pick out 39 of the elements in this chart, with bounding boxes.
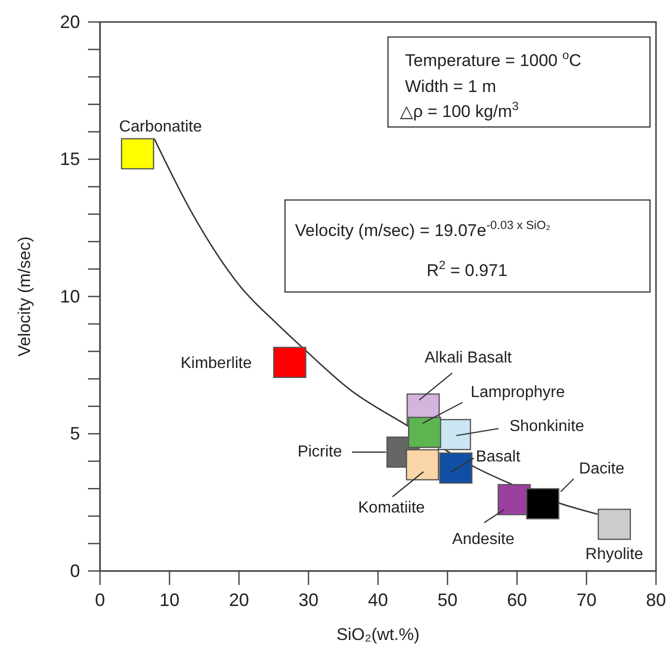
series-label: Alkali Basalt [424,350,512,367]
x-tick-label: 0 [94,590,106,610]
series-label: Kimberlite [180,354,252,372]
annotation: △ρ = 100 kg/m$^{3}$ [400,99,520,121]
point [120,138,154,170]
annotation: Temperature = 1000 $^{o}$C [405,48,582,70]
point [439,452,472,484]
y-tick-label: 0 [70,560,80,581]
point [598,508,631,540]
point [408,416,442,448]
annotation: R$^{2}$ = 0.971 [426,258,508,280]
x-tick-label: 20 [228,590,250,610]
y-tick-label: 20 [60,12,80,32]
annotation: Velocity (m/sec) = 19.07e$^{-0.03 x SiO₂}$ [295,218,551,240]
point [273,346,306,378]
series-label: Basalt [476,448,521,466]
y-axis-title: Velocity (m/sec) [15,236,34,356]
y-tick-label: 15 [60,149,80,170]
point [526,488,560,520]
y-tick-label: 5 [70,424,80,444]
series-label: Dacite [579,460,624,478]
annotation: Width = 1 m [405,77,496,96]
series-label: Carbonatite [119,118,202,136]
x-tick-label: 30 [298,590,319,610]
text: Picrite [298,444,342,461]
text: Shonkinite [509,418,584,436]
series-label: Andesite [452,531,514,548]
series-label: Komatiite [358,499,425,516]
x-tick-label: 60 [506,590,528,610]
x-axis-title: SiO₂(wt.%) [336,625,420,644]
series-label: Rhyolite [585,546,644,563]
text: Lamprophyre [470,384,565,401]
x-tick-label: 40 [368,590,388,610]
x-tick-label: 10 [159,590,180,610]
x-tick-label: 80 [646,590,666,610]
y-tick-label: 10 [60,286,80,306]
x-tick-label: 70 [576,590,597,610]
x-tick-label: 50 [437,590,458,610]
point [406,449,440,480]
